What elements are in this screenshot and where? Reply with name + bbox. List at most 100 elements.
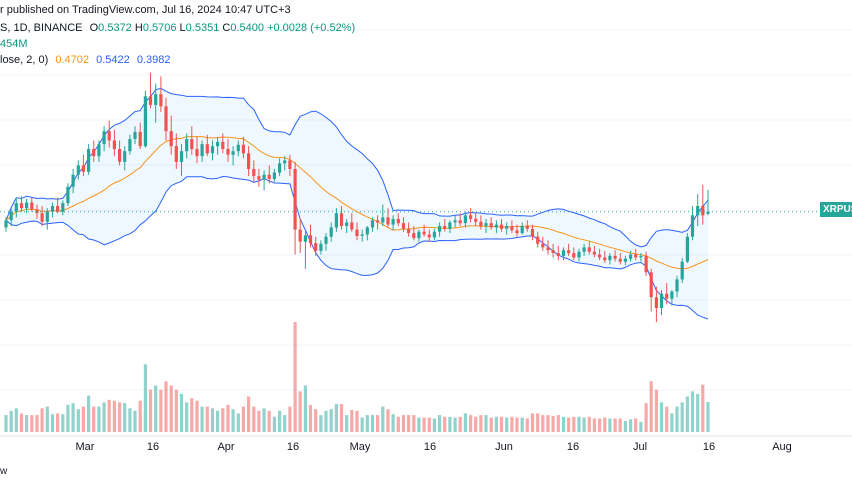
candle — [92, 140, 96, 162]
volume-bar — [329, 409, 333, 432]
candle-body — [345, 222, 349, 226]
candle — [216, 136, 220, 155]
volume-bar — [360, 417, 364, 432]
candle — [283, 156, 287, 171]
volume-bar — [107, 399, 111, 432]
volume-bar — [598, 418, 602, 432]
candle-body — [319, 243, 323, 251]
volume-bar — [536, 413, 540, 432]
time-axis[interactable]: Mar 16 Apr 16 May 16 Jun 16 Jul 16 Aug — [76, 441, 792, 453]
candle — [40, 206, 44, 226]
candle-body — [608, 255, 612, 261]
indicator-legend[interactable]: lose, 2, 0) 0.4702 0.5422 0.3982 — [0, 54, 170, 66]
candle-body — [680, 261, 684, 280]
candle — [396, 213, 400, 226]
candle-body — [97, 144, 101, 157]
candle-body — [272, 172, 276, 179]
candle — [56, 197, 60, 214]
volume-bar — [210, 408, 215, 432]
candle — [592, 245, 596, 258]
candle-body — [603, 257, 607, 261]
candle — [561, 247, 566, 261]
candle — [128, 134, 132, 155]
volume-bar — [231, 409, 235, 432]
candle — [587, 241, 591, 255]
candle-body — [556, 253, 560, 256]
candle-body — [401, 223, 406, 229]
candle — [412, 226, 416, 241]
candle-body — [14, 203, 18, 212]
open-value: 0.5372 — [98, 22, 132, 34]
candle-body — [649, 272, 653, 298]
candle — [381, 204, 385, 226]
x-tick-label: 16 — [147, 441, 159, 453]
candle — [303, 229, 307, 269]
candle-body — [551, 250, 555, 253]
volume-bar — [293, 322, 297, 432]
candle — [169, 115, 173, 155]
candle — [370, 217, 375, 232]
candle — [329, 222, 333, 242]
candle — [530, 224, 535, 241]
candle-body — [210, 146, 215, 154]
volume-bar — [40, 408, 44, 432]
candle-body — [376, 220, 380, 223]
volume-bar — [133, 410, 137, 432]
candle — [247, 146, 251, 177]
candle — [474, 213, 478, 226]
volume-bar — [164, 381, 168, 432]
high-value: 0.5706 — [142, 22, 177, 34]
volume-bar — [530, 413, 535, 432]
candle — [133, 126, 137, 145]
volume-bar — [19, 413, 24, 432]
candle — [314, 236, 318, 256]
volume-bar — [680, 402, 684, 432]
candle-body — [510, 226, 514, 231]
ohlc-legend[interactable]: S, 1D, BINANCE O0.5372 H0.5706 L0.5351 C… — [0, 22, 355, 34]
volume-bar — [592, 418, 596, 432]
volume-bar — [639, 421, 643, 432]
candle-body — [422, 231, 426, 235]
volume-bar — [314, 409, 318, 432]
candle-body — [412, 233, 416, 239]
candle — [45, 208, 49, 230]
candle-body — [484, 223, 488, 226]
volume-legend[interactable]: 454M — [0, 38, 28, 50]
low-value: 0.5351 — [185, 22, 220, 34]
candle — [50, 202, 55, 218]
candle-body — [453, 220, 457, 223]
volume-bar — [350, 410, 354, 432]
volume-bar — [659, 402, 664, 432]
volume-bar — [257, 410, 261, 432]
candle — [25, 198, 29, 214]
candle-body — [87, 149, 91, 172]
volume-bar — [169, 385, 173, 432]
candle-body — [226, 149, 230, 155]
candle-body — [257, 176, 261, 180]
candle-body — [386, 217, 390, 225]
volume-bar — [102, 402, 106, 432]
candle-body — [696, 206, 700, 216]
candle-body — [50, 206, 55, 212]
candle — [659, 290, 664, 316]
candle-body — [365, 227, 369, 235]
candle-body — [324, 236, 328, 244]
candle-body — [499, 224, 504, 229]
candle — [71, 169, 75, 194]
candle-body — [541, 243, 545, 248]
volume-value: 454M — [0, 38, 28, 50]
candle-body — [262, 174, 266, 180]
candle — [288, 154, 292, 177]
candle — [525, 220, 529, 232]
candle-body — [494, 224, 498, 228]
candle — [401, 217, 406, 232]
low-label: L — [179, 22, 186, 34]
volume-bar — [520, 417, 524, 432]
volume-bar — [696, 393, 700, 432]
bollinger-lower-line — [5, 175, 709, 320]
candle — [345, 218, 349, 234]
candle — [598, 248, 602, 261]
candle-body — [339, 213, 344, 226]
volume-bar — [654, 389, 658, 432]
